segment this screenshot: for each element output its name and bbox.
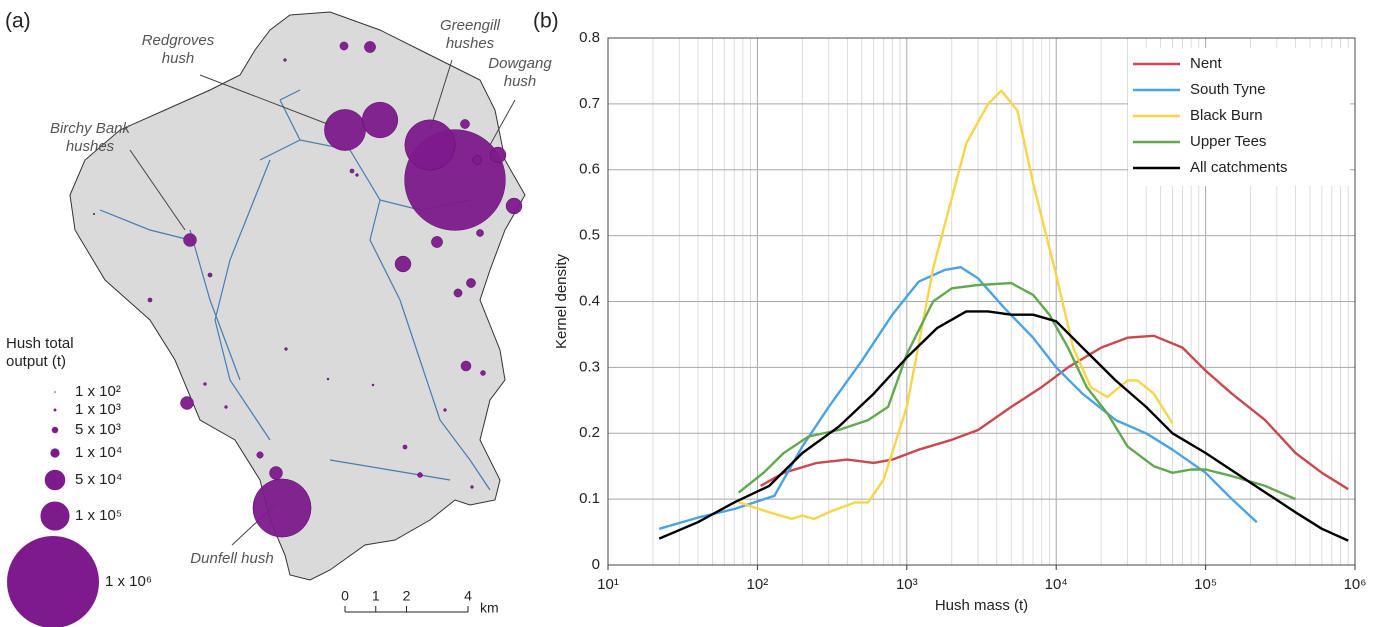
hush-bubble	[225, 406, 228, 409]
hush-bubble	[395, 256, 411, 272]
scale-label: 1	[372, 588, 380, 604]
legend-bubble	[54, 391, 56, 393]
hush-bubble	[285, 348, 288, 351]
hush-bubble	[417, 472, 422, 477]
hush-bubble	[356, 174, 359, 177]
x-tick-label: 10⁵	[1194, 576, 1217, 593]
hush-bubble	[372, 384, 374, 386]
legend-label: 5 x 10³	[75, 421, 121, 438]
y-axis-label: Kernel density	[553, 253, 570, 349]
legend-bubble	[40, 501, 69, 530]
legend-label: 1 x 10³	[75, 401, 121, 418]
hush-bubble	[93, 213, 95, 215]
hush-bubble	[480, 370, 485, 375]
hush-bubble	[183, 233, 196, 246]
x-tick-label: 10³	[896, 576, 918, 593]
series-line	[659, 311, 1348, 540]
hush-bubble	[350, 169, 354, 173]
figure-svg: (a) (b) 1 x 10²1 x 10³ 5 x 10³ 1 x 10⁴ 5 x …	[0, 0, 1373, 627]
hush-bubble	[362, 102, 398, 138]
hush-bubble	[324, 109, 365, 150]
callout: Dowgang hush	[480, 55, 560, 91]
legend-label: 1 x 10⁶	[105, 573, 152, 590]
legend-title: Hush total output (t)	[6, 335, 116, 371]
panel-label: (b)	[533, 10, 559, 33]
hush-bubble	[461, 361, 471, 371]
hush-bubble	[284, 59, 287, 62]
legend-label: 1 x 10⁵	[75, 507, 122, 524]
hush-bubble	[208, 273, 212, 277]
x-tick-label: 10⁶	[1344, 576, 1367, 593]
hush-bubble	[257, 452, 264, 459]
hush-bubble	[340, 42, 348, 50]
y-tick-label: 0.6	[579, 161, 600, 178]
hush-bubble	[253, 479, 311, 537]
hush-bubble	[444, 409, 447, 412]
series-line	[761, 336, 1349, 489]
hush-bubble	[490, 147, 506, 163]
legend-label: Upper Tees	[1190, 133, 1266, 150]
callout: Redgroves hush	[128, 32, 228, 68]
x-tick-label: 10⁴	[1045, 576, 1068, 593]
hush-bubble	[471, 486, 474, 489]
callout: Dunfell hush	[172, 550, 292, 568]
legend-bubble	[50, 448, 59, 457]
series-line	[659, 267, 1257, 529]
legend-label: 1 x 10⁴	[75, 444, 122, 461]
hush-bubble	[506, 198, 522, 214]
hush-bubble	[472, 155, 481, 164]
hush-bubble	[476, 229, 483, 236]
hush-bubble	[466, 278, 475, 287]
x-tick-label: 10²	[747, 576, 769, 593]
hush-bubble	[454, 289, 462, 297]
legend-label: 5 x 10⁴	[75, 471, 122, 488]
legend-label: 1 x 10²	[75, 383, 121, 400]
hush-bubble	[403, 445, 407, 449]
y-tick-label: 0.4	[579, 292, 600, 309]
hush-bubble	[148, 298, 152, 302]
y-tick-label: 0.8	[579, 29, 600, 46]
legend-bubble	[7, 536, 99, 627]
y-tick-label: 0.1	[579, 490, 600, 507]
y-tick-label: 0.7	[579, 95, 600, 112]
callout: Greengill hushes	[425, 17, 515, 53]
legend-label: South Tyne	[1190, 81, 1266, 98]
x-axis-label: Hush mass (t)	[935, 597, 1028, 614]
scale-unit: km	[480, 600, 499, 616]
y-tick-label: 0.5	[579, 227, 600, 244]
hush-bubble	[204, 383, 207, 386]
y-tick-label: 0	[592, 556, 600, 573]
hush-bubble	[269, 466, 282, 479]
scale-label: 2	[403, 588, 411, 604]
hush-bubble	[460, 119, 469, 128]
legend-label: Nent	[1190, 55, 1223, 72]
legend-bubble	[54, 409, 57, 412]
legend-label: Black Burn	[1190, 107, 1263, 124]
y-tick-label: 0.3	[579, 358, 600, 375]
legend-bubble	[52, 427, 59, 434]
series-line	[739, 91, 1173, 519]
panel-label: (a)	[5, 10, 31, 33]
hush-bubble	[405, 120, 455, 170]
legend-bubble	[45, 470, 66, 491]
hush-bubble	[431, 236, 442, 247]
scale-label: 4	[464, 588, 472, 604]
legend-label: All catchments	[1190, 159, 1288, 176]
hush-bubble	[364, 41, 375, 52]
figure: (a) (b) 1 x 10²1 x 10³ 5 x 10³ 1 x 10⁴ 5 x …	[0, 0, 1373, 627]
callout: Birchy Bank hushes	[40, 120, 140, 156]
hush-bubble	[180, 396, 193, 409]
scale-label: 0	[341, 588, 349, 604]
hush-bubble	[327, 378, 329, 380]
x-tick-label: 10¹	[597, 576, 619, 593]
y-tick-label: 0.2	[579, 424, 600, 441]
